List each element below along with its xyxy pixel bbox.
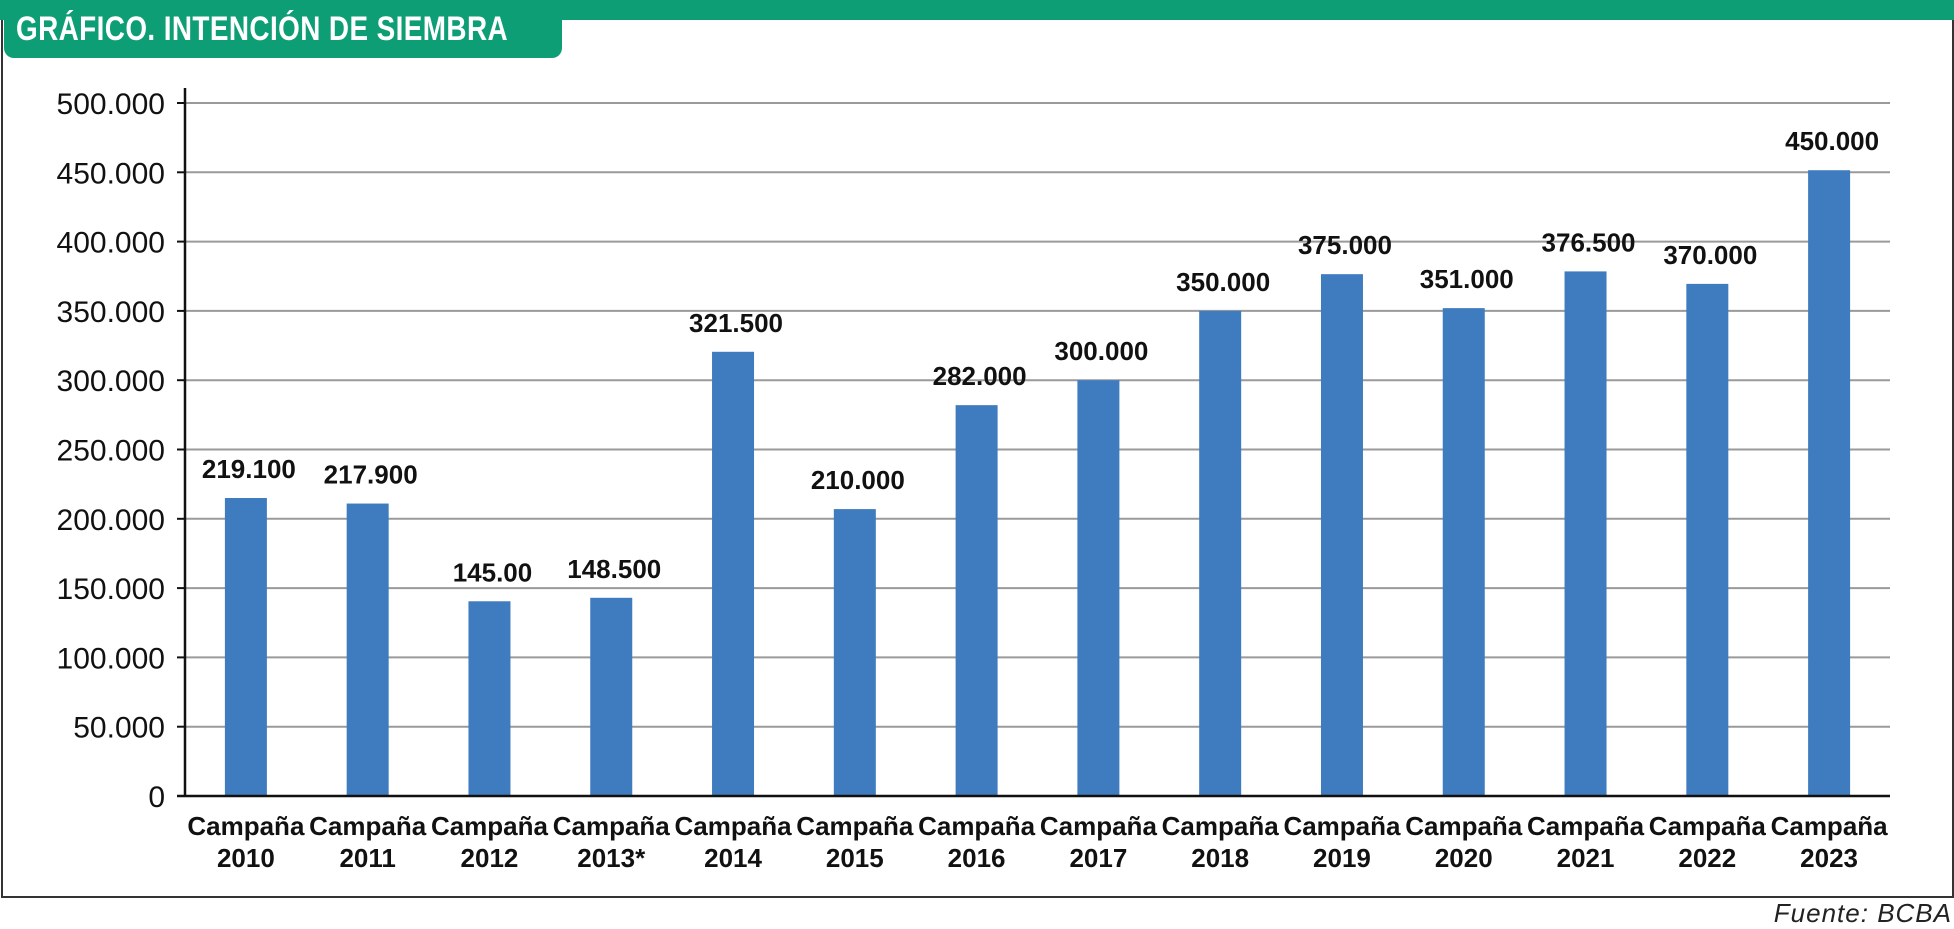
x-tick-label: 2020 xyxy=(1435,843,1493,873)
x-tick-label: Campaña xyxy=(1771,811,1889,841)
y-tick-label: 250.000 xyxy=(57,435,165,468)
title-tab: GRÁFICO. INTENCIÓN DE SIEMBRA xyxy=(4,6,562,58)
y-tick-label: 100.000 xyxy=(57,642,165,675)
data-label: 282.000 xyxy=(933,361,1027,391)
gridlines xyxy=(185,102,1890,728)
x-tick-label: 2014 xyxy=(704,843,762,873)
data-label: 376.500 xyxy=(1542,227,1636,257)
chart-frame xyxy=(1,20,1954,898)
bar xyxy=(346,503,389,796)
x-tick-label: 2011 xyxy=(339,843,395,873)
data-label: 350.000 xyxy=(1176,267,1270,297)
y-tick-label: 350.000 xyxy=(57,296,165,329)
x-tick-label: 2022 xyxy=(1678,843,1736,873)
data-label: 351.000 xyxy=(1420,264,1514,294)
bar xyxy=(712,351,755,796)
bar xyxy=(1442,308,1485,796)
x-tick-label: 2010 xyxy=(217,843,275,873)
bar xyxy=(955,405,998,796)
bar xyxy=(1199,310,1242,796)
x-tick-label: 2017 xyxy=(1069,843,1127,873)
data-label: 217.900 xyxy=(324,460,418,490)
labels-group: 0 50.000 100.000 150.000 200.000 250.000 300.0… xyxy=(57,88,1889,873)
data-label: 210.000 xyxy=(811,465,905,495)
x-tick-label: Campaña xyxy=(918,811,1036,841)
data-label: 321.500 xyxy=(689,308,783,338)
data-label: 370.000 xyxy=(1663,240,1757,270)
axes-group xyxy=(177,88,1890,798)
x-tick-label: Campaña xyxy=(1162,811,1280,841)
data-label: 300.000 xyxy=(1054,336,1148,366)
data-label: 219.100 xyxy=(202,454,296,484)
bars-group xyxy=(224,170,1851,796)
bar xyxy=(1077,380,1120,796)
y-tick-label: 0 xyxy=(148,781,165,814)
y-tick-label: 450.000 xyxy=(57,157,165,190)
x-tick-label: 2016 xyxy=(948,843,1006,873)
y-tick-label: 50.000 xyxy=(73,712,165,745)
source-note: Fuente: BCBA xyxy=(1773,898,1952,928)
x-tick-label: Campaña xyxy=(309,811,427,841)
y-tick-label: 200.000 xyxy=(57,504,165,537)
y-tick-label: 150.000 xyxy=(57,573,165,606)
x-tick-label: Campaña xyxy=(675,811,793,841)
bar xyxy=(833,509,876,796)
y-tick-label: 400.000 xyxy=(57,227,165,260)
x-tick-label: 2015 xyxy=(826,843,884,873)
y-tick-label: 500.000 xyxy=(57,88,165,121)
x-tick-label: Campaña xyxy=(796,811,914,841)
x-tick-label: Campaña xyxy=(553,811,671,841)
data-label: 145.00 xyxy=(453,557,533,587)
y-tick-label: 300.000 xyxy=(57,365,165,398)
x-tick-label: 2019 xyxy=(1313,843,1371,873)
x-tick-label: Campaña xyxy=(1649,811,1767,841)
x-tick-label: Campaña xyxy=(187,811,305,841)
x-tick-label: 2021 xyxy=(1557,843,1615,873)
x-tick-label: 2012 xyxy=(461,843,519,873)
x-tick-label: Campaña xyxy=(1283,811,1401,841)
x-tick-label: Campaña xyxy=(431,811,549,841)
x-tick-label: 2018 xyxy=(1191,843,1249,873)
x-tick-label: Campaña xyxy=(1405,811,1523,841)
bar xyxy=(1564,271,1607,796)
bar xyxy=(468,601,511,796)
bar xyxy=(590,597,633,796)
data-label: 450.000 xyxy=(1785,126,1879,156)
bar xyxy=(1686,283,1729,796)
data-label: 148.500 xyxy=(567,554,661,584)
bar xyxy=(224,498,267,796)
chart-title: GRÁFICO. INTENCIÓN DE SIEMBRA xyxy=(16,10,509,48)
x-tick-label: 2013* xyxy=(577,843,646,873)
bar xyxy=(1808,170,1851,796)
x-tick-label: 2023 xyxy=(1800,843,1858,873)
data-label: 375.000 xyxy=(1298,230,1392,260)
bar xyxy=(1320,274,1363,796)
x-tick-label: Campaña xyxy=(1527,811,1645,841)
x-tick-label: Campaña xyxy=(1040,811,1158,841)
